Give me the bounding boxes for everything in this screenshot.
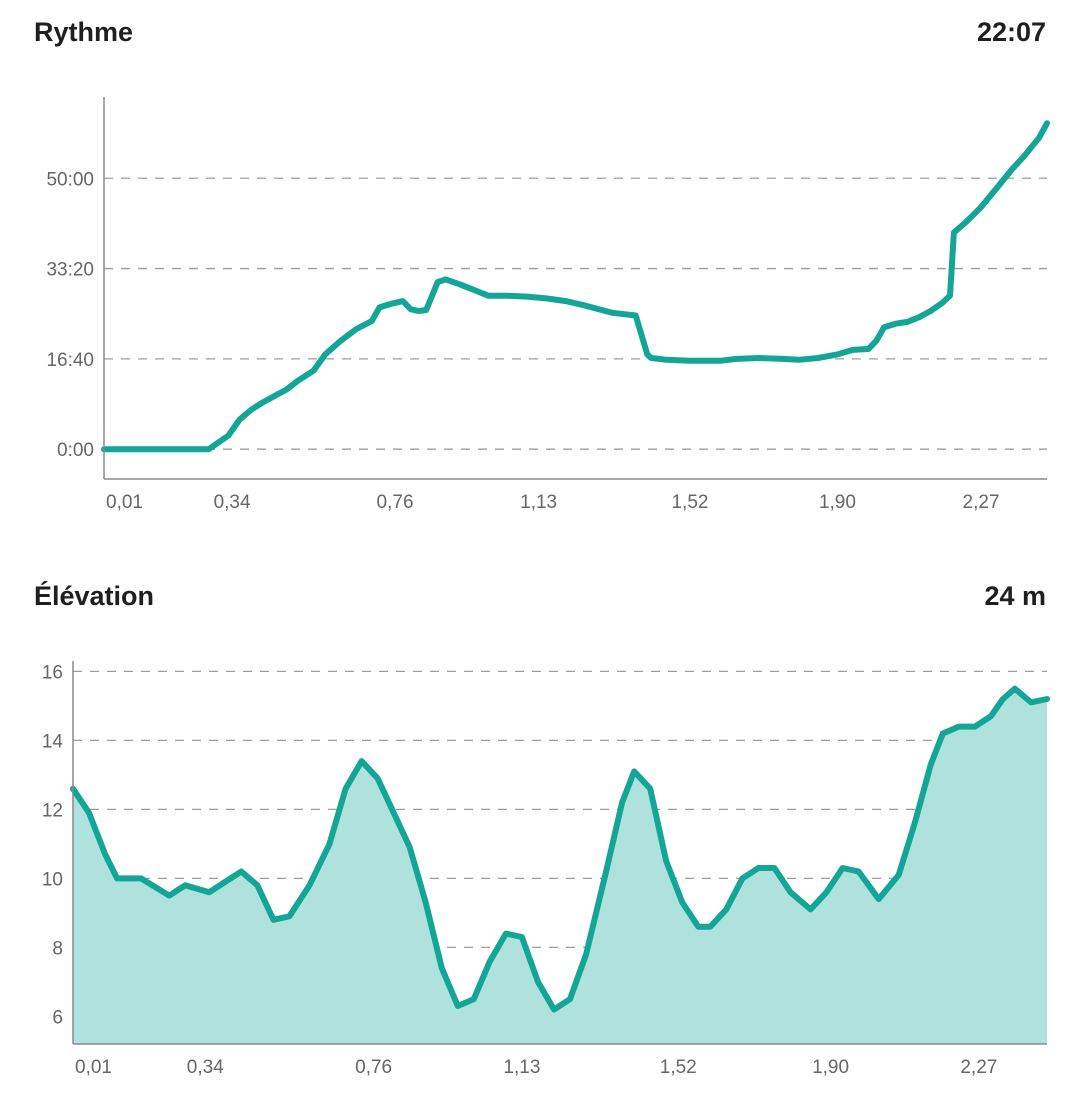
x-tick-label: 1,90 (812, 1057, 849, 1078)
y-tick-label: 10 (42, 869, 63, 890)
elevation-area-fill (73, 688, 1047, 1044)
x-tick-label: 1,52 (671, 492, 708, 513)
elevation-header: Élévation 24 m (34, 576, 1046, 616)
x-tick-label: 1,90 (819, 492, 856, 513)
x-tick-label: 2,27 (960, 1057, 997, 1078)
x-tick-label: 0,34 (187, 1057, 224, 1078)
y-tick-label: 16:40 (46, 350, 94, 371)
x-tick-label: 1,52 (660, 1057, 697, 1078)
elevation-line (70, 685, 1050, 1013)
y-tick-label: 33:20 (46, 260, 94, 281)
pace-section: Rythme 22:07 0:00 16:40 33:20 50:00 0,01 0,34… (0, 0, 1080, 540)
y-tick-label: 50:00 (46, 169, 94, 190)
x-tick-label: 0,34 (214, 492, 251, 513)
x-tick-label: 0,76 (377, 492, 414, 513)
y-tick-label: 6 (52, 1007, 63, 1028)
x-tick-label: 2,27 (963, 492, 1000, 513)
y-tick-label: 8 (52, 938, 63, 959)
x-tick-label: 0,76 (355, 1057, 392, 1078)
y-tick-label: 16 (42, 662, 63, 683)
x-tick-label: 0,01 (106, 492, 143, 513)
elevation-summary-value: 24 m (984, 580, 1046, 611)
pace-header: Rythme 22:07 (34, 12, 1046, 52)
pace-chart: 0:00 16:40 33:20 50:00 0,01 0,34 0,76 1,13 1,52 1… (46, 97, 1050, 513)
x-tick-label: 0,01 (75, 1057, 112, 1078)
x-tick-label: 1,13 (503, 1057, 540, 1078)
y-tick-label: 12 (42, 800, 63, 821)
x-tick-label: 1,13 (520, 492, 557, 513)
y-tick-label: 0:00 (57, 440, 94, 461)
pace-title: Rythme (34, 16, 134, 47)
pace-line (101, 120, 1050, 453)
y-tick-label: 14 (42, 731, 64, 752)
pace-summary-value: 22:07 (976, 16, 1046, 47)
elevation-title: Élévation (34, 580, 155, 611)
